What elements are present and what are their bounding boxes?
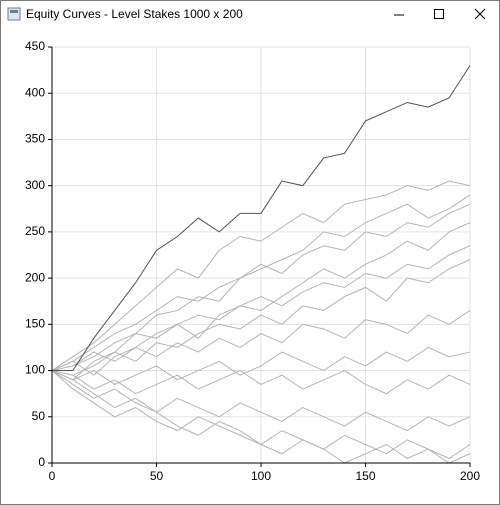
equity-curve	[51, 194, 471, 381]
equity-curve	[51, 310, 471, 372]
y-tick-label: 100	[25, 363, 45, 377]
y-tick-label: 450	[25, 39, 45, 53]
equity-curve	[51, 370, 471, 432]
equity-curve	[51, 203, 471, 372]
y-tick-label: 0	[38, 455, 45, 469]
y-tick-label: 150	[25, 317, 45, 331]
app-icon	[7, 7, 21, 21]
x-tick-label: 50	[150, 469, 164, 483]
title-bar	[1, 1, 499, 30]
x-tick-label: 0	[49, 469, 56, 483]
equity-curve	[52, 65, 471, 372]
y-tick-label: 300	[25, 178, 45, 192]
y-tick-label: 200	[25, 270, 45, 284]
equity-curve	[51, 369, 471, 395]
equity-curve	[51, 222, 471, 376]
y-tick-label: 250	[25, 224, 45, 238]
equity-curve	[51, 259, 471, 376]
x-tick-label: 150	[355, 469, 375, 483]
x-tick-label: 100	[251, 469, 271, 483]
y-tick-label: 50	[32, 409, 46, 423]
plot: 0 50 100 150 200 250 300 350 400 450 0 50 100 150 200	[25, 39, 480, 483]
equity-curve	[51, 245, 471, 372]
close-button[interactable]	[474, 8, 486, 20]
y-tick-label: 350	[25, 132, 45, 146]
maximize-button[interactable]	[434, 9, 444, 19]
x-tick-label: 200	[460, 469, 480, 483]
equity-curve	[51, 370, 471, 464]
equity-curve	[51, 180, 471, 371]
equity-curve	[51, 346, 471, 385]
window-title: Equity Curves - Level Stakes 1000 x 200	[26, 7, 243, 21]
y-tick-label: 400	[25, 85, 45, 99]
